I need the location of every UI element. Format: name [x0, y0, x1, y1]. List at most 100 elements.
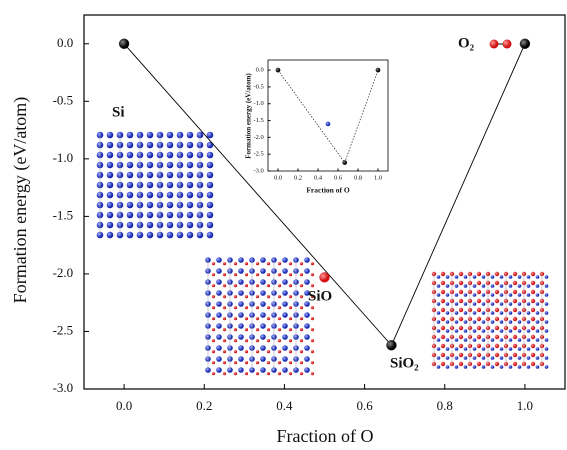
crystal-atom — [207, 222, 214, 229]
crystal-atom — [216, 312, 222, 318]
crystal-atom — [518, 293, 522, 297]
data-point — [343, 160, 347, 164]
y-tick-label: -1.5 — [53, 207, 74, 222]
crystal-atom — [477, 344, 481, 348]
crystal-atom — [238, 257, 244, 263]
crystal-atom — [545, 311, 549, 315]
crystal-atom — [531, 317, 535, 321]
crystal-atom — [311, 361, 314, 364]
crystal-atom — [513, 299, 517, 303]
crystal-atom — [223, 361, 226, 364]
crystal-atom — [167, 222, 174, 229]
annotation: SiO — [308, 288, 332, 304]
crystal-atom — [207, 162, 214, 169]
crystal-atom — [187, 192, 194, 199]
crystal-atom — [446, 356, 450, 360]
crystal-atom — [500, 365, 504, 369]
crystal-atom — [536, 347, 540, 351]
crystal-atom — [518, 356, 522, 360]
crystal-atom — [464, 365, 468, 369]
crystal-atom — [245, 372, 248, 375]
crystal-atom — [107, 232, 114, 239]
crystal-atom — [509, 329, 513, 333]
crystal-atom — [223, 284, 226, 287]
crystal-atom — [212, 306, 215, 309]
crystal-atom — [446, 365, 450, 369]
crystal-atom — [495, 272, 499, 276]
crystal-atom — [482, 311, 486, 315]
crystal-atom — [238, 367, 244, 373]
crystal-atom — [536, 311, 540, 315]
crystal-atom — [234, 295, 237, 298]
crystal-atom — [304, 367, 310, 373]
crystal-atom — [531, 353, 535, 357]
crystal-atom — [477, 290, 481, 294]
crystal-atom — [500, 338, 504, 342]
crystal-atom — [545, 284, 549, 288]
crystal-atom — [300, 372, 303, 375]
crystal-atom — [536, 293, 540, 297]
crystal-atom — [147, 142, 154, 149]
crystal-atom — [495, 317, 499, 321]
crystal-atom — [459, 326, 463, 330]
crystal-atom — [245, 339, 248, 342]
crystal-atom — [256, 361, 259, 364]
crystal-atom — [311, 328, 314, 331]
crystal-atom — [127, 202, 134, 209]
crystal-atom — [477, 281, 481, 285]
x-tick-label: 0.2 — [196, 398, 212, 413]
crystal-atom — [437, 275, 441, 279]
crystal-atom — [518, 320, 522, 324]
crystal-atom — [495, 344, 499, 348]
x-axis-label: Fraction of O — [277, 426, 374, 446]
crystal-atom — [278, 306, 281, 309]
crystal-atom — [223, 350, 226, 353]
x-tick-label: 0.4 — [276, 398, 293, 413]
crystal-atom — [531, 326, 535, 330]
crystal-atom — [147, 162, 154, 169]
crystal-atom — [491, 293, 495, 297]
crystal-atom — [245, 284, 248, 287]
crystal-atom — [234, 350, 237, 353]
crystal-atom — [278, 339, 281, 342]
crystal-atom — [260, 356, 266, 362]
crystal-atom — [477, 272, 481, 276]
crystal-atom — [437, 293, 441, 297]
annotation: SiO₂ — [390, 355, 419, 371]
crystal-atom — [260, 367, 266, 373]
crystal-atom — [441, 308, 445, 312]
crystal-atom — [495, 290, 499, 294]
crystal-atom — [455, 275, 459, 279]
crystal-atom — [536, 356, 540, 360]
crystal-atom — [513, 308, 517, 312]
crystal-atom — [464, 338, 468, 342]
crystal-atom — [491, 365, 495, 369]
crystal-atom — [238, 301, 244, 307]
data-point — [119, 39, 129, 49]
annotation: Si — [112, 104, 125, 120]
crystal-atom — [545, 356, 549, 360]
y-tick-label: -0.5 — [254, 83, 264, 90]
crystal-atom — [216, 301, 222, 307]
crystal-atom — [513, 344, 517, 348]
crystal-atom — [260, 257, 266, 263]
crystal-atom — [167, 232, 174, 239]
crystal-atom — [207, 172, 214, 179]
crystal-atom — [455, 302, 459, 306]
crystal-atom — [464, 293, 468, 297]
crystal-atom — [509, 293, 513, 297]
crystal-atom — [473, 329, 477, 333]
crystal-atom — [446, 284, 450, 288]
y-axis-label: Formation energy (eV/atom) — [10, 97, 31, 304]
crystal-atom — [282, 268, 288, 274]
crystal-atom — [304, 257, 310, 263]
x-tick-label: 0.6 — [356, 398, 373, 413]
crystal-atom — [234, 361, 237, 364]
crystal-atom — [207, 182, 214, 189]
annotation: O₂ — [458, 35, 475, 51]
crystal-atom — [187, 222, 194, 229]
crystal-atom — [500, 293, 504, 297]
crystal-atom — [256, 317, 259, 320]
crystal-atom — [278, 295, 281, 298]
crystal-atom — [464, 329, 468, 333]
